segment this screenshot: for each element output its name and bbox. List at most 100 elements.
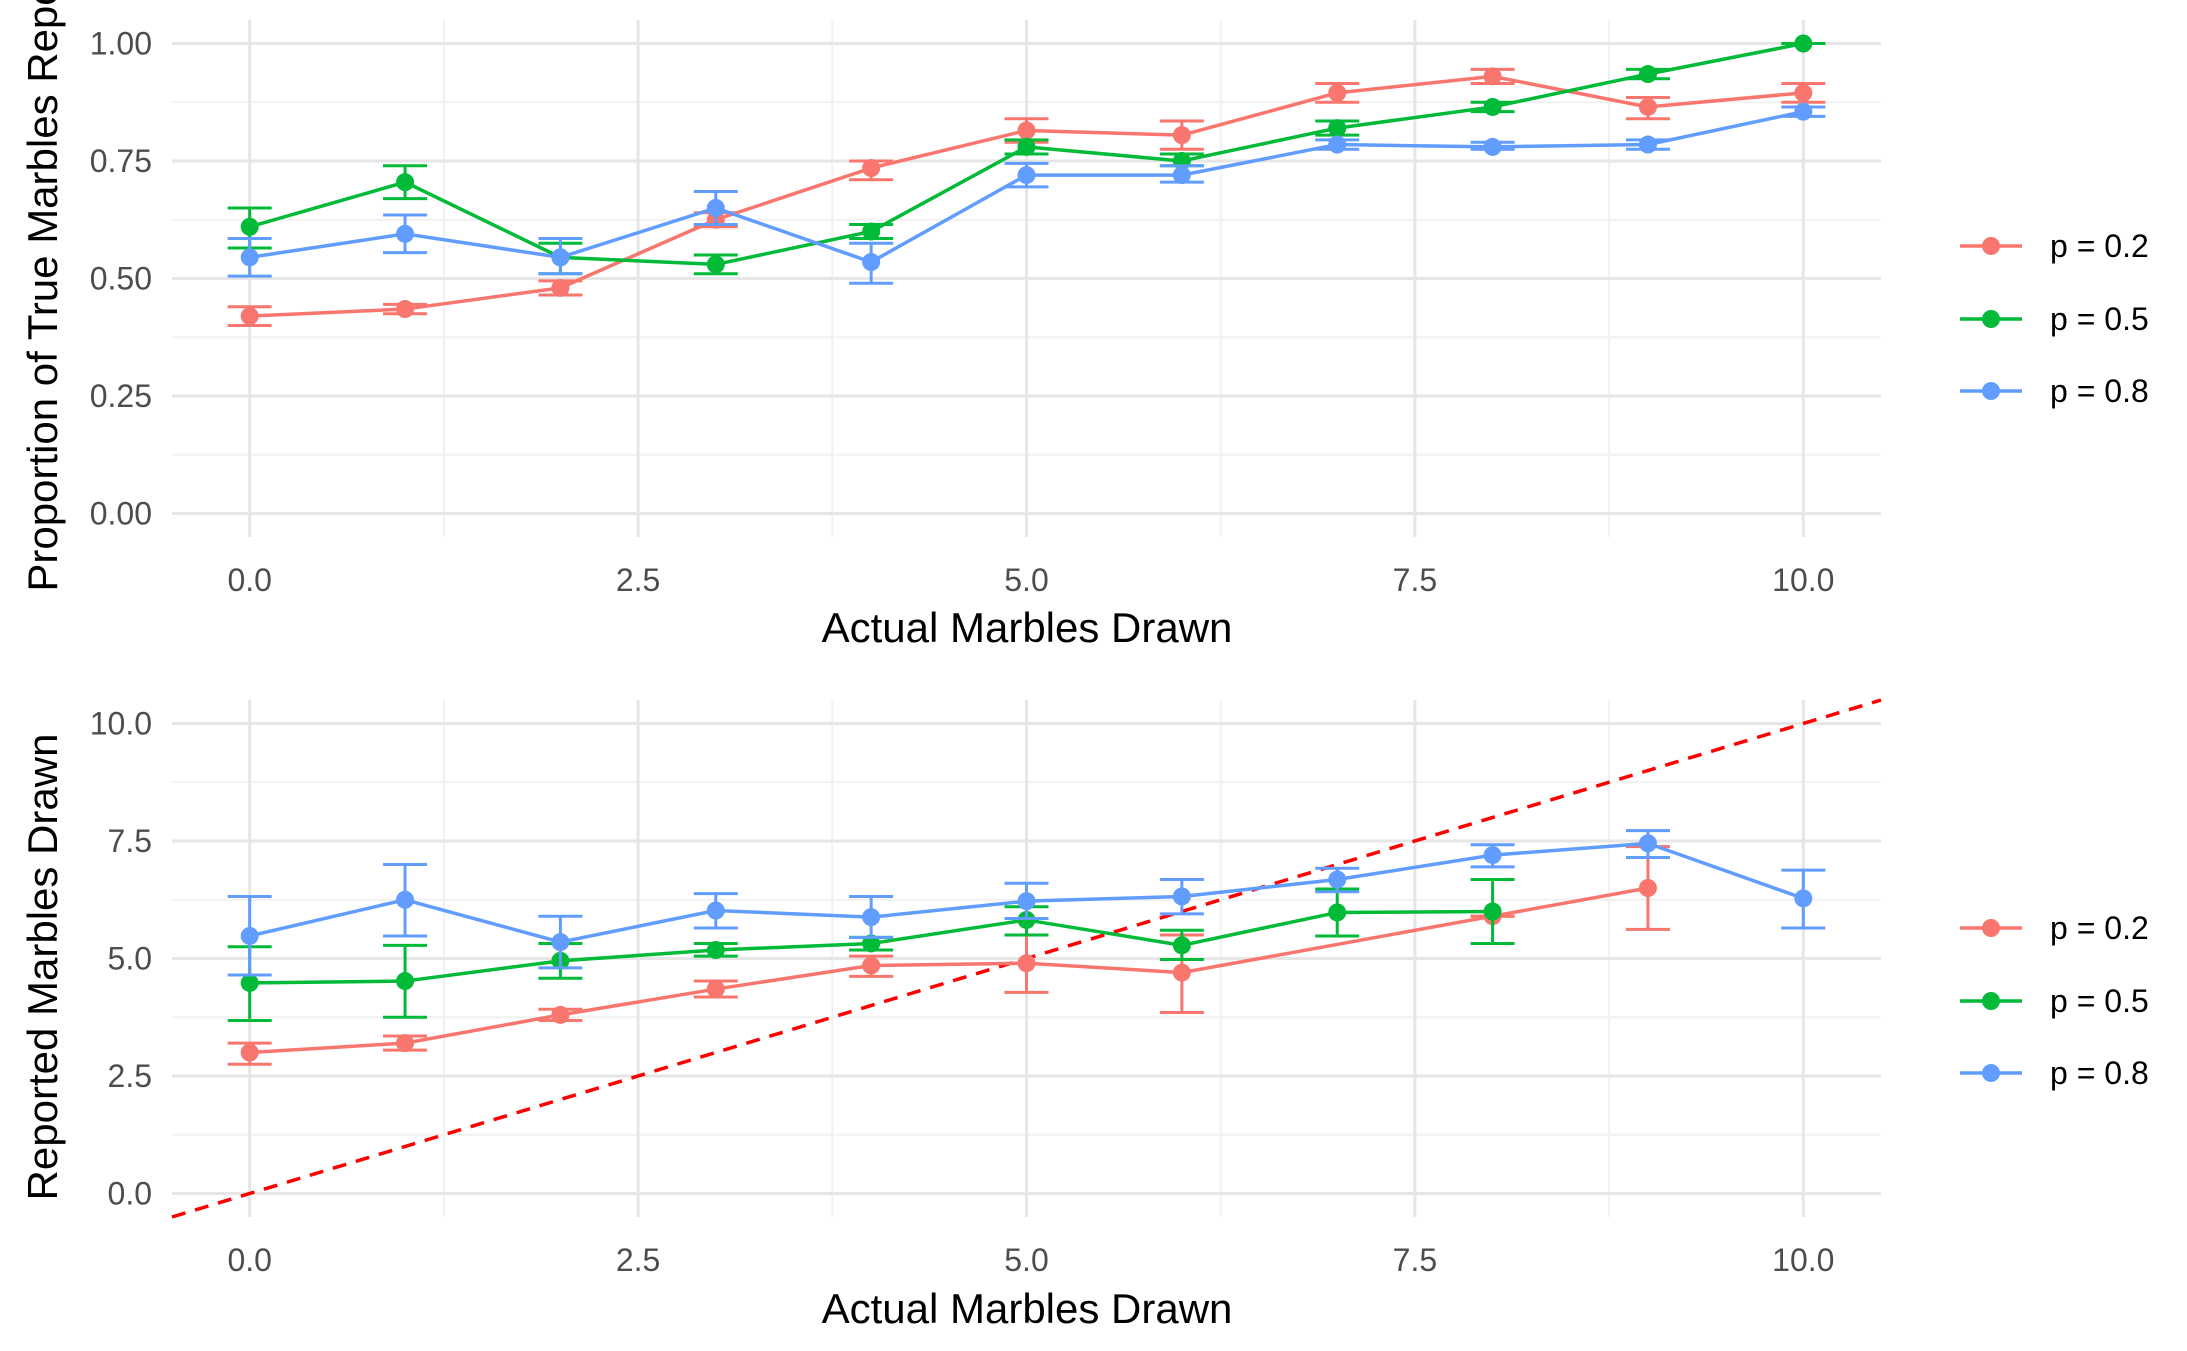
data-point <box>1017 892 1036 911</box>
data-point <box>1638 879 1657 897</box>
legend-label: p = 0.2 <box>2050 910 2149 946</box>
legend-key-point <box>1982 992 2000 1010</box>
data-point <box>240 973 259 992</box>
bottom-y-axis-title: Reported Marbles Drawn <box>19 734 66 1201</box>
x-tick-label: 0.0 <box>227 1242 271 1278</box>
x-tick-label: 10.0 <box>1772 1242 1834 1278</box>
legend-label: p = 0.5 <box>2050 983 2149 1019</box>
legend-key-point <box>1982 382 2000 400</box>
x-tick-label: 7.5 <box>1393 562 1437 598</box>
legend-key-point <box>1982 919 2000 937</box>
top-panel: 0.0 2.5 5.0 7.5 10.0 0.00 0.25 0.50 0.75 1.00 Ac… <box>19 0 2149 651</box>
data-point <box>1017 121 1036 140</box>
data-point <box>1483 846 1502 865</box>
top-series-layer <box>227 34 1826 327</box>
data-point <box>706 199 725 217</box>
bottom-x-axis-title: Actual Marbles Drawn <box>822 1285 1233 1332</box>
top-x-tick-labels: 0.0 2.5 5.0 7.5 10.0 <box>227 562 1834 598</box>
legend-key-point <box>1982 1064 2000 1082</box>
bottom-series-layer <box>227 829 1826 1066</box>
data-point <box>1638 65 1657 84</box>
x-tick-label: 7.5 <box>1393 1242 1437 1278</box>
legend-label: p = 0.8 <box>2050 1055 2149 1091</box>
data-point <box>1638 135 1657 154</box>
legend-item: p = 0.2 <box>1960 910 2149 946</box>
data-point <box>1794 102 1813 121</box>
x-tick-label: 10.0 <box>1772 562 1834 598</box>
series-p-0-5 <box>227 34 1826 276</box>
data-point <box>862 908 881 927</box>
data-point <box>396 890 415 909</box>
series-p-0-8 <box>227 102 1826 285</box>
data-point <box>1483 137 1502 156</box>
data-point <box>1172 963 1191 982</box>
data-point <box>1328 135 1347 154</box>
data-point <box>1017 137 1036 156</box>
data-point <box>1638 834 1657 853</box>
data-point <box>706 941 725 960</box>
legend-key-point <box>1982 237 2000 255</box>
data-point <box>1328 870 1347 889</box>
legend-item: p = 0.5 <box>1960 301 2149 337</box>
data-point <box>240 1043 259 1062</box>
data-point <box>1328 83 1347 102</box>
data-point <box>1017 954 1036 973</box>
data-point <box>862 253 881 272</box>
top-x-axis-title: Actual Marbles Drawn <box>822 604 1233 651</box>
y-tick-label: 0.75 <box>90 143 152 179</box>
y-tick-label: 5.0 <box>108 941 152 977</box>
bottom-grid <box>172 700 1881 1217</box>
y-tick-label: 0.25 <box>90 378 152 414</box>
legend-label: p = 0.8 <box>2050 373 2149 409</box>
y-tick-label: 2.5 <box>108 1058 152 1094</box>
bottom-x-tick-labels: 0.0 2.5 5.0 7.5 10.0 <box>227 1242 1834 1278</box>
data-point <box>240 926 259 945</box>
legend-item: p = 0.5 <box>1960 983 2149 1019</box>
legend-item: p = 0.8 <box>1960 373 2149 409</box>
data-point <box>862 956 881 975</box>
bottom-legend: p = 0.2 p = 0.5 p = 0.8 <box>1960 910 2149 1091</box>
data-point <box>551 248 570 267</box>
top-y-tick-labels: 0.00 0.25 0.50 0.75 1.00 <box>90 26 152 532</box>
data-point <box>1328 119 1347 138</box>
series-p-0-8 <box>227 829 1826 977</box>
bottom-y-tick-labels: 0.0 2.5 5.0 7.5 10.0 <box>90 706 152 1212</box>
data-point <box>396 1034 415 1053</box>
data-point <box>706 980 725 999</box>
data-point <box>396 972 415 991</box>
x-tick-label: 5.0 <box>1004 1242 1048 1278</box>
x-tick-label: 5.0 <box>1004 562 1048 598</box>
data-point <box>240 248 259 267</box>
legend-key-point <box>1982 310 2000 328</box>
data-point <box>706 901 725 920</box>
y-tick-label: 0.0 <box>108 1176 152 1212</box>
data-point <box>1794 889 1813 908</box>
data-point <box>1172 936 1191 955</box>
bottom-panel: 0.0 2.5 5.0 7.5 10.0 0.0 2.5 5.0 7.5 10.0 Actual… <box>19 698 2149 1332</box>
data-point <box>1794 83 1813 102</box>
data-point <box>862 159 881 178</box>
top-y-axis-title: Proportion of True Marbles Repo <box>19 0 66 592</box>
legend-label: p = 0.2 <box>2050 228 2149 264</box>
y-tick-label: 0.50 <box>90 261 152 297</box>
y-tick-label: 10.0 <box>90 706 152 742</box>
legend-label: p = 0.5 <box>2050 301 2149 337</box>
data-point <box>1172 126 1191 145</box>
data-point <box>551 278 570 297</box>
y-tick-label: 0.00 <box>90 496 152 532</box>
top-grid <box>172 20 1881 537</box>
data-point <box>862 934 881 953</box>
data-point <box>1172 887 1191 906</box>
data-point <box>396 224 415 243</box>
data-point <box>706 255 725 274</box>
y-tick-label: 7.5 <box>108 823 152 859</box>
data-point <box>1483 902 1502 921</box>
data-point <box>1017 166 1036 185</box>
data-point <box>1483 67 1502 86</box>
data-point <box>1328 903 1347 922</box>
data-point <box>1638 97 1657 116</box>
data-point <box>396 300 415 319</box>
x-tick-label: 0.0 <box>227 562 271 598</box>
